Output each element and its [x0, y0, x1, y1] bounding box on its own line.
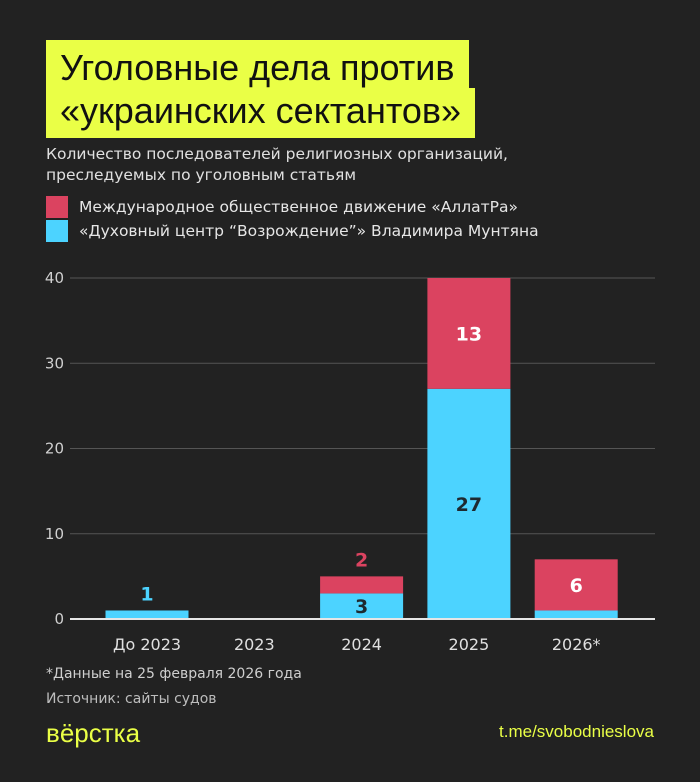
x-tick-label: 2025 [449, 635, 490, 654]
logo: вёрстка [46, 718, 141, 748]
data-label: 2 [355, 549, 368, 571]
legend-item-allatra: Международное общественное движение «Алл… [46, 196, 518, 218]
legend-label: Международное общественное движение «Алл… [79, 198, 518, 216]
y-tick-label: 0 [54, 610, 64, 628]
y-tick-label: 20 [45, 440, 64, 458]
bar-segment [105, 610, 189, 619]
data-label: 27 [456, 494, 482, 516]
legend-swatch-allatra [46, 196, 68, 218]
data-label: 1 [140, 583, 153, 605]
bar-segment [427, 278, 511, 389]
subtitle: Количество последователей религиозных ор… [46, 145, 508, 184]
legend-item-vozrozhdenie: «Духовный центр “Возрождение”» Владимира… [46, 220, 539, 242]
y-tick-label: 40 [45, 269, 64, 287]
x-tick-label: 2024 [341, 635, 382, 654]
x-tick-label: 2023 [234, 635, 275, 654]
y-tick-label: 30 [45, 354, 64, 372]
channel-link[interactable]: t.me/svobodnieslova [499, 722, 654, 741]
data-label: 6 [570, 575, 583, 597]
legend-label: «Духовный центр “Возрождение”» Владимира… [79, 222, 539, 240]
title-line-2: «украинских сектантов» [46, 88, 476, 138]
title-line-1: Уголовные дела против [46, 40, 469, 96]
bar-segment [320, 593, 404, 619]
bar-segment [534, 610, 618, 619]
x-tick-label: 2026* [552, 635, 601, 654]
bar-segment [320, 576, 404, 594]
x-tick-label: До 2023 [113, 635, 181, 654]
data-label: 3 [355, 596, 368, 618]
bar-segment [534, 559, 618, 611]
y-tick-label: 10 [45, 525, 64, 543]
source-note: Источник: сайты судов [46, 691, 217, 707]
bar-segment [427, 388, 511, 619]
legend-swatch-vozrozhdenie [46, 220, 68, 242]
footnote: *Данные на 25 февраля 2026 года [46, 666, 302, 682]
data-label: 13 [456, 323, 482, 345]
